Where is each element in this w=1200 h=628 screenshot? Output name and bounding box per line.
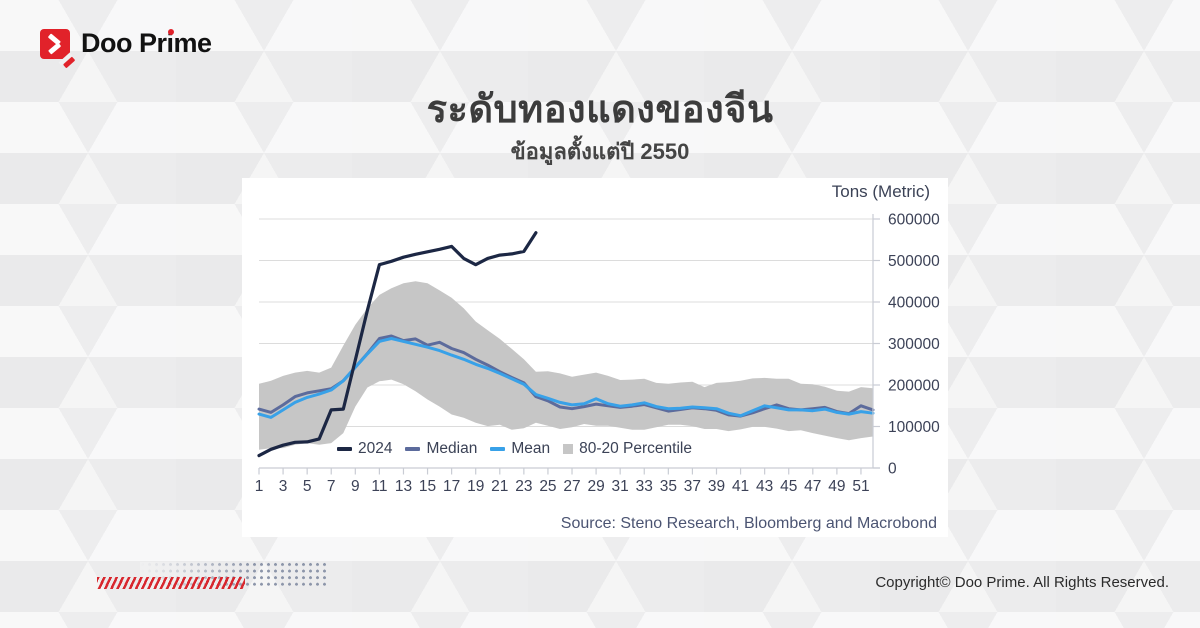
legend-label: 2024	[358, 440, 393, 457]
brand-name-i: i	[166, 28, 175, 58]
doo-prime-logo: Doo Prime	[40, 28, 212, 68]
legend-item-mean: Mean	[490, 440, 550, 458]
x-tick-label-31: 31	[612, 478, 629, 495]
x-tick-label-27: 27	[563, 478, 580, 495]
x-tick-label-49: 49	[828, 478, 845, 495]
y-tick-label-300000: 300000	[888, 336, 940, 353]
brand-name-post: me	[173, 28, 213, 58]
y-tick-label-200000: 200000	[888, 378, 940, 395]
source-note: Source: Steno Research, Bloomberg and Ma…	[560, 515, 937, 532]
legend-item-2024: 2024	[337, 440, 392, 458]
y-axis-unit-label: Tons (Metric)	[831, 182, 930, 201]
doo-prime-logo-icon	[40, 28, 75, 68]
legend-swatch	[490, 447, 506, 451]
y-tick-label-600000: 600000	[888, 212, 940, 229]
x-tick-label-9: 9	[351, 478, 360, 495]
y-tick-label-0: 0	[888, 461, 897, 478]
y-tick-label-500000: 500000	[888, 253, 940, 270]
page-title: ระดับทองแดงของจีน	[426, 89, 774, 131]
x-tick-label-41: 41	[732, 478, 749, 495]
x-tick-label-15: 15	[419, 478, 436, 495]
legend-label: Median	[426, 440, 478, 457]
chart-panel: 0 100000 200000 300000 400000 500000 600000 1 3 5…	[242, 178, 948, 537]
copyright-text: Copyright© Doo Prime. All Rights Reserve…	[875, 574, 1169, 591]
y-tick-label-100000: 100000	[888, 419, 940, 436]
legend-label: 80-20 Percentile	[579, 440, 692, 457]
x-tick-label-45: 45	[780, 478, 797, 495]
x-tick-label-25: 25	[539, 478, 556, 495]
logo-arrow-bottom-bar	[48, 41, 61, 54]
line-mean	[257, 337, 875, 419]
percentile-band	[259, 281, 873, 450]
x-tick-label-37: 37	[684, 478, 701, 495]
x-tick-label-39: 39	[708, 478, 725, 495]
x-tick-label-11: 11	[371, 478, 387, 495]
legend-item-80-20-percentile: 80-20 Percentile	[563, 440, 692, 458]
x-tick-label-5: 5	[303, 478, 312, 495]
brand-name-pre: Doo Pr	[81, 28, 167, 58]
x-tick-label-13: 13	[395, 478, 412, 495]
chart-legend: 2024 Median Mean 80-20 Percentile	[337, 440, 692, 458]
x-tick-label-35: 35	[660, 478, 677, 495]
x-tick-label-17: 17	[443, 478, 460, 495]
line-2024	[257, 231, 538, 458]
x-tick-label-43: 43	[756, 478, 773, 495]
x-tick-label-21: 21	[491, 478, 508, 495]
x-tick-label-51: 51	[852, 478, 869, 495]
page-subtitle: ข้อมูลตั้งแต่ปี 2550	[510, 139, 690, 164]
brand-name: Doo Prime	[81, 28, 212, 59]
x-tick-label-1: 1	[255, 478, 264, 495]
legend-item-median: Median	[405, 440, 477, 458]
legend-swatch	[563, 444, 574, 454]
legend-swatch	[337, 447, 352, 451]
x-tick-label-47: 47	[804, 478, 821, 495]
x-tick-label-33: 33	[636, 478, 653, 495]
red-hatch-decoration	[97, 577, 245, 589]
legend-swatch	[405, 447, 421, 451]
y-tick-label-400000: 400000	[888, 295, 940, 312]
x-tick-label-3: 3	[279, 478, 288, 495]
x-tick-label-29: 29	[587, 478, 604, 495]
legend-label: Mean	[511, 440, 551, 457]
x-tick-label-7: 7	[327, 478, 336, 495]
x-tick-label-19: 19	[467, 478, 484, 495]
x-tick-label-23: 23	[515, 478, 532, 495]
